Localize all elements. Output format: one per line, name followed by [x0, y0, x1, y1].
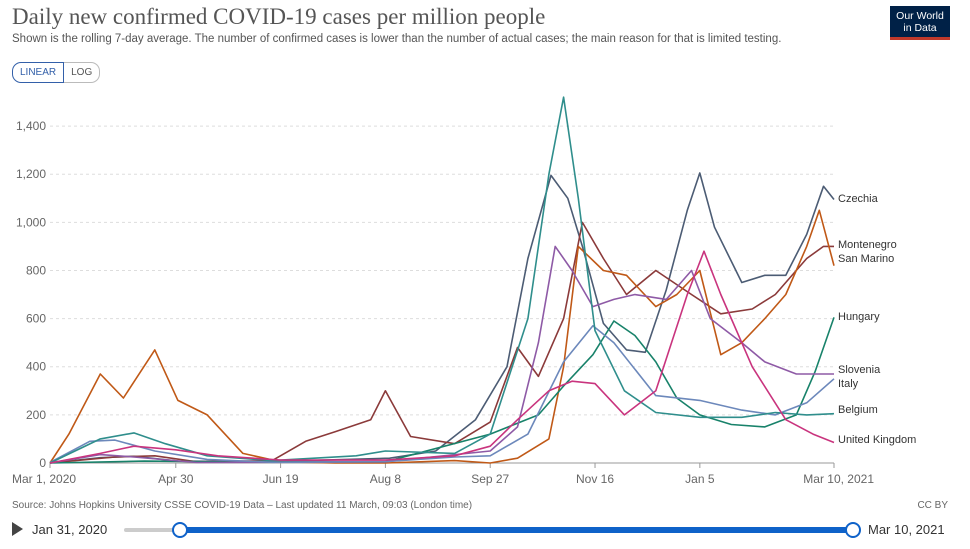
y-tick-label: 600: [26, 312, 46, 326]
log-scale-button[interactable]: LOG: [64, 62, 101, 83]
timeline-end-date: Mar 10, 2021: [868, 522, 945, 537]
x-tick-label: Nov 16: [576, 472, 614, 486]
linear-scale-button[interactable]: LINEAR: [12, 62, 65, 83]
scale-toggle: LINEAR LOG: [12, 62, 101, 83]
logo-line1: Our World: [896, 10, 944, 22]
x-tick-label: Jan 5: [685, 472, 715, 486]
series-label[interactable]: Italy: [838, 378, 859, 390]
y-tick-label: 0: [39, 456, 46, 470]
series-line-united-kingdom[interactable]: [49, 250, 835, 464]
x-tick-label: Mar 10, 2021: [803, 472, 874, 486]
play-icon[interactable]: [12, 522, 23, 536]
series-line-italy[interactable]: [49, 325, 835, 464]
y-tick-label: 400: [26, 360, 46, 374]
chart-subtitle: Shown is the rolling 7-day average. The …: [12, 33, 782, 45]
timeline: Jan 31, 2020 Mar 10, 2021: [0, 518, 970, 546]
series-line-san-marino[interactable]: [49, 209, 835, 464]
timeline-start-date: Jan 31, 2020: [32, 522, 108, 537]
y-tick-label: 1,400: [16, 119, 46, 133]
license-link[interactable]: CC BY: [917, 500, 948, 511]
series-label[interactable]: Czechia: [838, 193, 879, 205]
timeline-end-handle[interactable]: [845, 522, 861, 538]
series-label[interactable]: United Kingdom: [838, 434, 916, 446]
series-line-belgium[interactable]: [49, 96, 835, 464]
timeline-selected-range: [178, 527, 852, 533]
series-label[interactable]: Montenegro: [838, 239, 897, 251]
timeline-start-handle[interactable]: [172, 522, 188, 538]
y-tick-label: 1,000: [16, 215, 46, 229]
x-tick-label: Mar 1, 2020: [12, 472, 76, 486]
series-label[interactable]: San Marino: [838, 253, 894, 265]
chart-title: Daily new confirmed COVID-19 cases per m…: [12, 4, 546, 29]
y-tick-label: 800: [26, 263, 46, 277]
x-tick-label: Apr 30: [158, 472, 194, 486]
x-tick-label: Aug 8: [370, 472, 402, 486]
series-lines: [49, 96, 835, 464]
grid: 0 200 400 600 800 1,000 1,200 1,400 Mar 1, 2020 A…: [12, 119, 874, 486]
series-label[interactable]: Hungary: [838, 311, 880, 323]
series-labels: Czechia Montenegro San Marino Hungary Sloven…: [838, 193, 916, 446]
y-tick-label: 200: [26, 408, 46, 422]
series-line-slovenia[interactable]: [49, 245, 834, 464]
owid-logo[interactable]: Our World in Data: [890, 6, 950, 40]
x-tick-label: Sep 27: [471, 472, 509, 486]
series-line-montenegro[interactable]: [49, 221, 834, 464]
source-note: Source: Johns Hopkins University CSSE CO…: [12, 500, 473, 511]
y-tick-label: 1,200: [16, 167, 46, 181]
x-tick-label: Jun 19: [263, 472, 299, 486]
series-label[interactable]: Belgium: [838, 404, 878, 416]
series-label[interactable]: Slovenia: [838, 364, 881, 376]
logo-line2: in Data: [903, 22, 937, 34]
